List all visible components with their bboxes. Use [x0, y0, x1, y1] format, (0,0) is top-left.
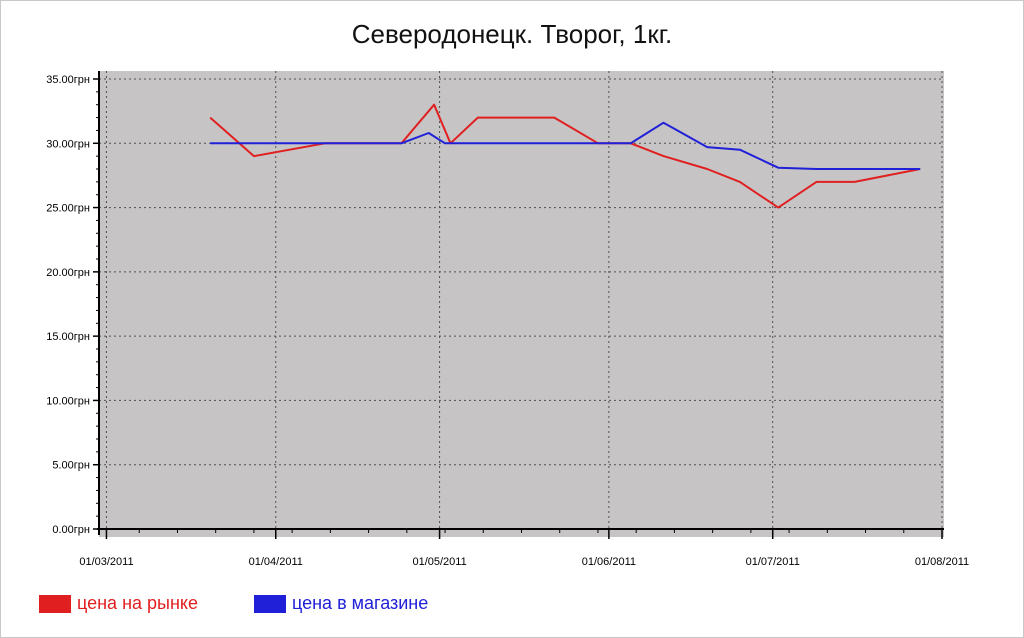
y-tick-label: 0.00грн [52, 524, 90, 536]
axis-layer [93, 71, 944, 539]
legend-item-market: цена на рынке [39, 593, 198, 614]
x-tick-label: 01/05/2011 [412, 556, 466, 568]
y-tick-label: 20.00грн [46, 267, 90, 279]
y-tick-label: 5.00грн [52, 460, 90, 472]
y-tick-label: 10.00грн [46, 395, 90, 407]
legend-swatch-market [39, 594, 71, 613]
x-tick-label: 01/07/2011 [746, 556, 800, 568]
legend-label-store: цена в магазине [292, 593, 429, 613]
x-tick-label: 01/06/2011 [582, 556, 636, 568]
plot-area [99, 71, 944, 537]
x-tick-label: 01/03/2011 [79, 556, 133, 568]
y-tick-label: 25.00грн [46, 203, 90, 215]
legend-item-store: цена в магазине [254, 593, 428, 614]
x-tick-label: 01/08/2011 [915, 556, 969, 568]
series-line-store [210, 121, 921, 170]
series-layer [209, 103, 921, 209]
legend: цена на рынке цена в магазине [39, 593, 428, 614]
chart-title: Северодонецк. Творог, 1кг. [351, 19, 673, 49]
legend-label-market: цена на рынке [77, 593, 198, 613]
y-tick-label: 35.00грн [46, 74, 90, 86]
y-tick-label: 30.00грн [46, 138, 90, 150]
y-tick-label: 15.00грн [46, 331, 90, 343]
legend-swatch-store [254, 594, 286, 613]
tick-label-layer: 0.00грн 5.00грн 10.00грн 15.00грн 20.00грн 25… [46, 74, 969, 568]
x-tick-label: 01/04/2011 [249, 556, 303, 568]
